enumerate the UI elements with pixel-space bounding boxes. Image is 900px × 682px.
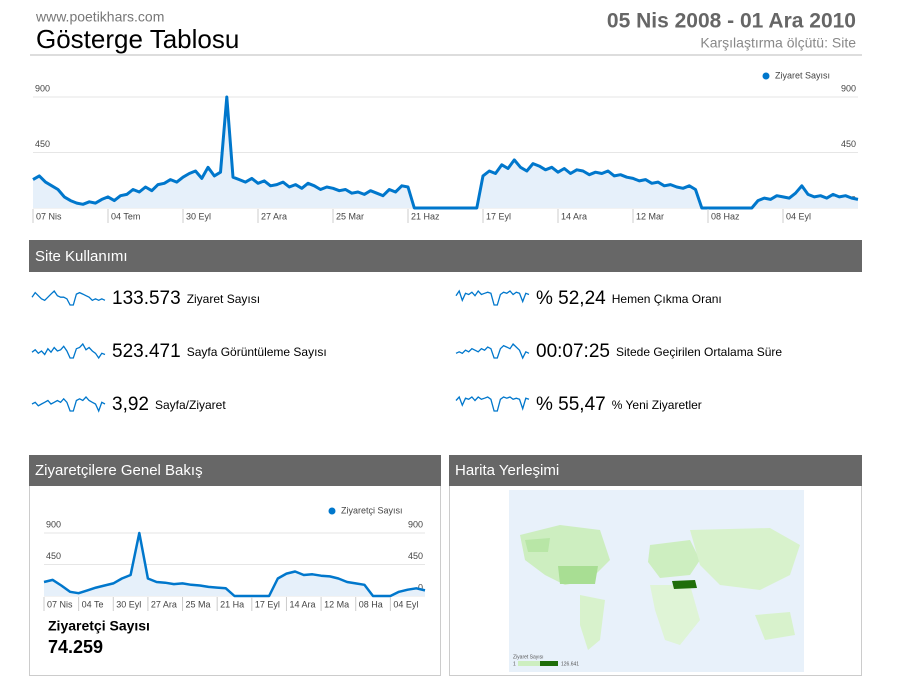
y-tick-label: 450 xyxy=(46,551,61,561)
y-tick-label: 900 xyxy=(841,83,856,93)
date-range[interactable]: 05 Nis 2008 - 01 Ara 2010 xyxy=(607,10,856,33)
land xyxy=(650,585,700,645)
panel-header xyxy=(449,455,862,486)
panel-title: Ziyaretçilere Genel Bakış xyxy=(35,462,203,479)
line xyxy=(32,95,859,210)
land xyxy=(558,566,598,584)
legend-marker xyxy=(762,72,770,80)
x-tick-label: 27 Ara xyxy=(261,211,287,221)
panel-header xyxy=(29,455,441,486)
x-tick-label: 17 Eyl xyxy=(486,211,511,221)
metric-label[interactable]: Hemen Çıkma Oranı xyxy=(612,292,722,306)
metric-value: % 55,47 xyxy=(536,394,606,415)
x-tick-label: 17 Eyl xyxy=(255,599,280,609)
x-tick-label: 30 Eyl xyxy=(186,211,211,221)
metric-value: 133.573 xyxy=(112,288,181,309)
land xyxy=(580,595,605,650)
metric-value: 74.259 xyxy=(48,637,103,657)
x-tick-label: 27 Ara xyxy=(151,599,177,609)
x-tick-label: 08 Haz xyxy=(711,211,740,221)
metric-label[interactable]: Sayfa Görüntüleme Sayısı xyxy=(187,345,327,359)
legend-label[interactable]: Ziyaretçi Sayısı xyxy=(341,505,403,515)
y-tick-label: 450 xyxy=(408,551,423,561)
sparkline xyxy=(31,396,106,413)
legend-scale xyxy=(540,661,558,666)
sparkline xyxy=(31,289,106,306)
x-tick-label: 12 Mar xyxy=(636,211,664,221)
sparkline xyxy=(455,395,530,412)
sparkline xyxy=(455,289,530,306)
x-tick-label: 04 Te xyxy=(82,599,104,609)
line xyxy=(43,531,426,598)
legend-title: Ziyaret Sayısı xyxy=(513,654,544,660)
land xyxy=(648,540,700,578)
panel-header xyxy=(29,240,862,272)
legend-marker xyxy=(328,507,336,515)
x-tick-label: 14 Ara xyxy=(561,211,587,221)
world-map[interactable]: Ziyaret Sayısı 1 126.641 xyxy=(509,490,804,672)
x-tick-label: 12 Ma xyxy=(324,599,349,609)
y-tick-label: 450 xyxy=(841,139,856,149)
land xyxy=(690,528,800,590)
area xyxy=(44,533,425,596)
metric-label: Ziyaretçi Sayısı xyxy=(48,618,150,634)
x-tick-label: 14 Ara xyxy=(289,599,315,609)
x-tick-label: 25 Ma xyxy=(186,599,211,609)
legend-max: 126.641 xyxy=(561,661,579,667)
x-tick-label: 08 Ha xyxy=(359,599,383,609)
page-title: Gösterge Tablosu xyxy=(36,24,239,54)
metric-label[interactable]: Sayfa/Ziyaret xyxy=(155,398,226,412)
land xyxy=(525,538,550,552)
metric-label[interactable]: % Yeni Ziyaretler xyxy=(612,398,702,412)
x-tick-label: 25 Mar xyxy=(336,211,364,221)
x-tick-label: 30 Eyl xyxy=(116,599,141,609)
x-tick-label: 04 Eyl xyxy=(786,211,811,221)
x-tick-label: 07 Nis xyxy=(47,599,73,609)
x-tick-label: 07 Nis xyxy=(36,211,62,221)
legend-scale xyxy=(518,661,558,666)
y-tick-label: 900 xyxy=(408,519,423,529)
comparison[interactable]: Karşılaştırma ölçütü: Site xyxy=(700,35,856,51)
x-tick-label: 21 Ha xyxy=(220,599,244,609)
highlight-country[interactable] xyxy=(672,580,697,589)
land xyxy=(755,612,795,640)
y-tick-label: 450 xyxy=(35,139,50,149)
metric-label[interactable]: Ziyaret Sayısı xyxy=(187,292,260,306)
legend-min: 1 xyxy=(513,661,516,667)
y-tick-label: 900 xyxy=(46,519,61,529)
legend-label[interactable]: Ziyaret Sayısı xyxy=(775,70,830,80)
sparkline xyxy=(455,342,530,360)
panel-title: Harita Yerleşimi xyxy=(455,462,559,479)
y-tick-label: 900 xyxy=(35,83,50,93)
x-tick-label: 04 Tem xyxy=(111,211,140,221)
metric-value: 3,92 xyxy=(112,394,149,415)
metric-label[interactable]: Sitede Geçirilen Ortalama Süre xyxy=(616,345,782,359)
site-url: www.poetikhars.com xyxy=(35,9,164,25)
sparkline xyxy=(31,342,106,360)
x-tick-label: 04 Eyl xyxy=(393,599,418,609)
metric-value: 00:07:25 xyxy=(536,341,610,362)
panel-title: Site Kullanımı xyxy=(35,248,128,265)
panel xyxy=(29,455,441,676)
y-tick-label: 0 xyxy=(418,582,423,592)
x-tick-label: 21 Haz xyxy=(411,211,440,221)
metric-value: % 52,24 xyxy=(536,288,606,309)
metric-value: 523.471 xyxy=(112,341,181,362)
